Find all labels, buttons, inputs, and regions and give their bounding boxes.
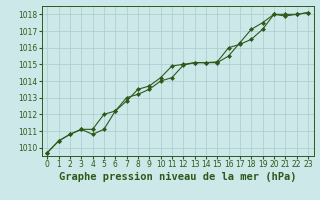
X-axis label: Graphe pression niveau de la mer (hPa): Graphe pression niveau de la mer (hPa) (59, 172, 296, 182)
